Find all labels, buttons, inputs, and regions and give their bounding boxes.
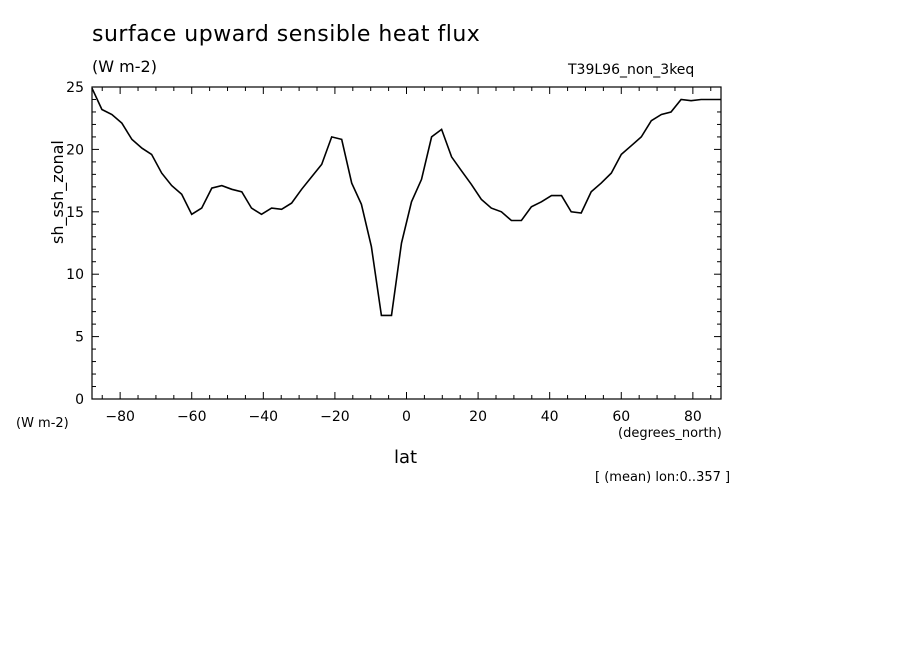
x-tick-label: 80 — [684, 409, 702, 425]
y-axis-units: (W m-2) — [16, 416, 69, 431]
x-axis-units: (degrees_north) — [618, 426, 722, 441]
y-tick-label: 10 — [66, 267, 84, 283]
x-tick-label: 20 — [469, 409, 487, 425]
x-tick-label: −40 — [249, 409, 279, 425]
x-axis-label: lat — [394, 447, 418, 468]
y-tick-label: 20 — [66, 142, 84, 158]
experiment-label: T39L96_non_3keq — [568, 62, 695, 78]
chart-units: (W m-2) — [92, 57, 157, 76]
x-tick-label: −80 — [105, 409, 135, 425]
averaging-note: [ (mean) lon:0..357 ] — [595, 470, 731, 485]
plot-frame — [91, 86, 722, 400]
series-line — [91, 87, 721, 317]
x-tick-label: −20 — [320, 409, 350, 425]
x-tick-label: 0 — [402, 409, 411, 425]
y-tick-label: 25 — [66, 80, 84, 96]
y-tick-label: 15 — [66, 205, 84, 221]
y-tick-label: 5 — [75, 330, 84, 346]
x-tick-label: 40 — [541, 409, 559, 425]
axis-ticks — [92, 86, 721, 400]
x-tick-label: 60 — [612, 409, 630, 425]
y-tick-label: 0 — [75, 392, 84, 408]
chart-title: surface upward sensible heat flux — [92, 22, 481, 47]
x-tick-label: −60 — [177, 409, 207, 425]
tick-labels: −80 −60 −40 −20 0 20 40 60 80 0 5 10 15 20 25 — [66, 80, 702, 425]
